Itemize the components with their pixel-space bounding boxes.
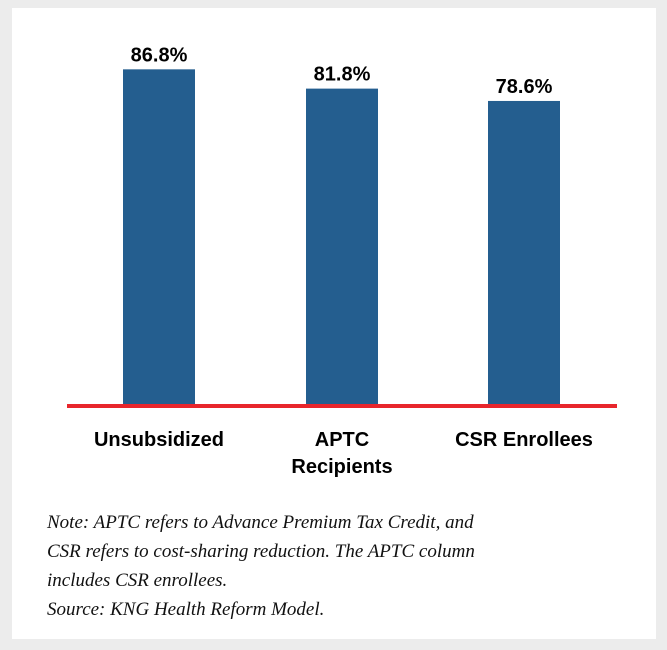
baseline-axis xyxy=(67,404,617,408)
bar-chart: 86.8% 81.8% 78.6% Unsubsidized APTC Recipient… xyxy=(67,44,617,478)
footnote-line: includes CSR enrollees. xyxy=(47,570,228,591)
bar-value-label: 86.8% xyxy=(131,44,188,66)
category-label: Unsubsidized xyxy=(94,429,224,451)
chart-figure: 86.8% 81.8% 78.6% Unsubsidized APTC Recipient… xyxy=(12,8,656,639)
bar-value-label: 78.6% xyxy=(496,76,553,98)
bar-1 xyxy=(306,88,378,405)
bar-value-label: 81.8% xyxy=(314,64,371,86)
bar-2 xyxy=(488,100,560,404)
footnote-line: CSR refers to cost-sharing reduction. Th… xyxy=(47,541,475,562)
category-label: APTC xyxy=(315,429,369,451)
bar-0 xyxy=(123,69,195,405)
category-label: Recipients xyxy=(291,456,392,478)
category-label: CSR Enrollees xyxy=(455,429,593,451)
footnote-source: Source: KNG Health Reform Model. xyxy=(47,599,325,620)
chart-footnote: Note: APTC refers to Advance Premium Tax… xyxy=(47,508,647,624)
footnote-line: Note: APTC refers to Advance Premium Tax… xyxy=(47,512,474,533)
